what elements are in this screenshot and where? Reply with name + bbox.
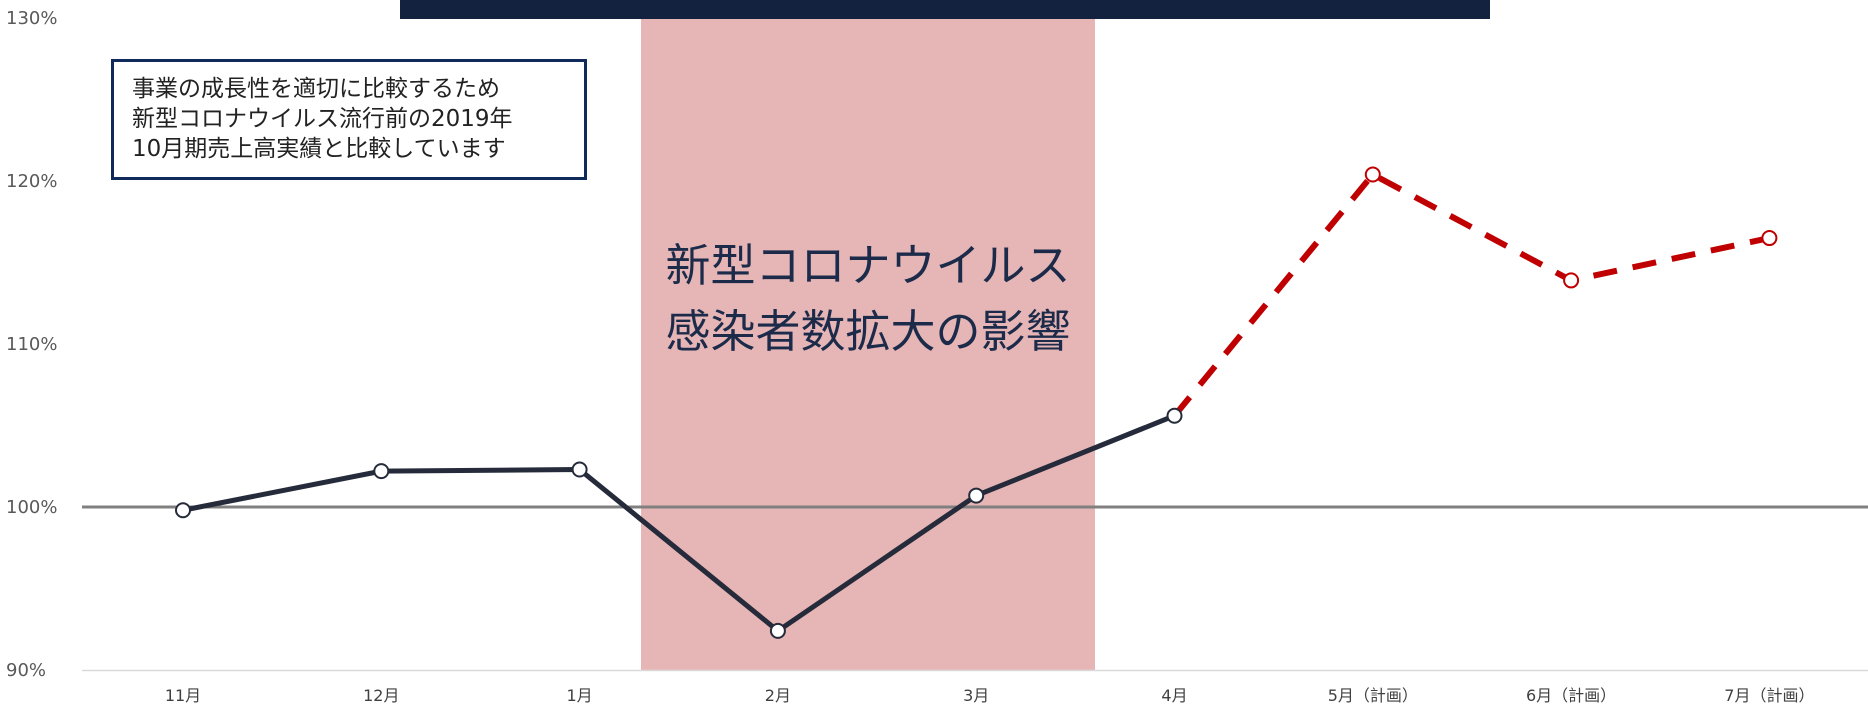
lines-layer xyxy=(182,171,1771,634)
x-tick-label: 12月 xyxy=(363,686,399,705)
actual-series-line xyxy=(182,413,1176,634)
actual-data-point xyxy=(373,463,390,480)
y-tick-label: 100% xyxy=(6,497,57,518)
x-tick-label: 5月（計画） xyxy=(1328,686,1418,705)
shaded-region-label-line: 新型コロナウイルス xyxy=(665,239,1071,292)
actual-data-point xyxy=(175,502,191,519)
y-tick-label: 120% xyxy=(6,171,57,192)
x-tick-label: 3月 xyxy=(963,686,989,705)
y-tick-label: 110% xyxy=(6,334,57,355)
y-tick-label: 130% xyxy=(6,8,57,29)
plan-series-line xyxy=(1172,171,1771,418)
plan-data-point xyxy=(1563,272,1580,289)
x-tick-label: 7月（計画） xyxy=(1724,686,1814,705)
actual-data-point xyxy=(769,622,786,639)
x-tick-label: 11月 xyxy=(165,686,201,705)
y-tick-label: 90% xyxy=(6,660,46,681)
title-bar xyxy=(400,0,1490,19)
note-box: 事業の成長性を適切に比較するため 新型コロナウイルス流行前の2019年 10月期… xyxy=(111,59,587,180)
plan-data-point xyxy=(1761,230,1778,247)
actual-data-point xyxy=(1166,407,1183,424)
note-line: 事業の成長性を適切に比較するため xyxy=(132,76,500,102)
shaded-region xyxy=(641,18,1095,670)
x-tick-label: 2月 xyxy=(765,686,791,705)
shaded-region-label: 新型コロナウイルス 感染者数拡大の影響 xyxy=(641,233,1095,365)
note-line: 新型コロナウイルス流行前の2019年 xyxy=(132,106,513,132)
actual-data-point xyxy=(571,461,588,478)
note-line: 10月期売上高実績と比較しています xyxy=(132,136,506,162)
actual-data-point xyxy=(968,487,985,504)
axes-layer: 90% 100% 110% 120% 130% 11月 12月 1月 2月 3月 4月 5月（計画） 6… xyxy=(6,8,1868,705)
x-tick-label: 4月 xyxy=(1161,686,1187,705)
shaded-region-layer xyxy=(641,18,1095,670)
x-tick-label: 1月 xyxy=(567,686,593,705)
shaded-region-label-line: 感染者数拡大の影響 xyxy=(665,305,1071,358)
plan-data-point xyxy=(1364,166,1381,183)
points-layer xyxy=(175,166,1778,639)
x-tick-label: 6月（計画） xyxy=(1526,686,1616,705)
